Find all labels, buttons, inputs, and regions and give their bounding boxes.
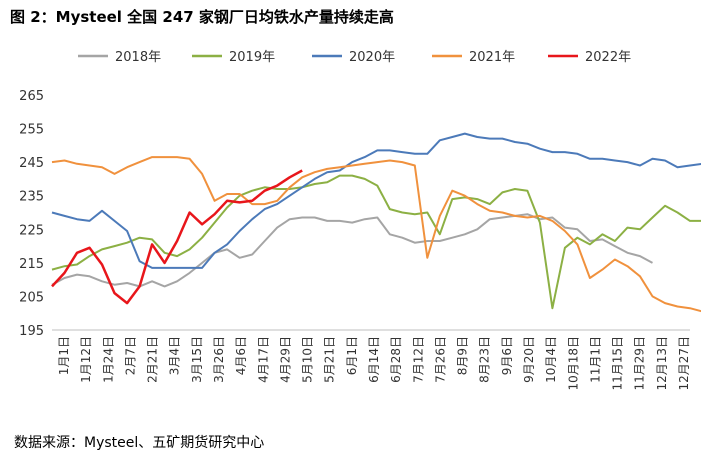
- y-tick-label: 245: [19, 156, 44, 171]
- series-line: [51, 169, 303, 305]
- data-source-note: 数据来源：Mysteel、五矿期货研究中心: [14, 435, 265, 451]
- y-tick-label: 255: [19, 123, 44, 138]
- series-line: [51, 132, 701, 269]
- x-tick-label: 1月12日: [79, 336, 93, 383]
- series-line: [51, 156, 701, 313]
- series-line: [51, 174, 701, 310]
- chart-title: 图 2：Mysteel 全国 247 家钢厂日均铁水产量持续走高: [10, 8, 394, 26]
- y-tick-label: 235: [19, 190, 44, 205]
- y-tick-label: 205: [19, 290, 44, 305]
- x-tick-label: 9月20日: [522, 336, 536, 383]
- x-tick-label: 2月21日: [146, 336, 160, 383]
- x-tick-label: 6月14日: [367, 336, 381, 383]
- x-tick-label: 7月12日: [411, 336, 425, 383]
- y-tick-label: 265: [19, 89, 44, 104]
- x-tick-label: 11月29日: [633, 336, 647, 391]
- legend-label: 2022年: [585, 50, 631, 65]
- x-tick-label: 5月21日: [323, 336, 337, 383]
- y-tick-label: 215: [19, 257, 44, 272]
- x-tick-label: 12月13日: [655, 336, 669, 391]
- x-tick-label: 6月28日: [389, 336, 403, 383]
- x-tick-label: 3月15日: [190, 336, 204, 383]
- x-tick-label: 10月4日: [544, 336, 558, 383]
- x-tick-label: 3月26日: [212, 336, 226, 383]
- x-tick-label: 4月29日: [278, 336, 292, 383]
- x-tick-label: 3月4日: [168, 336, 182, 375]
- y-tick-label: 225: [19, 223, 44, 238]
- legend-label: 2020年: [349, 50, 395, 65]
- x-tick-label: 9月6日: [500, 336, 514, 375]
- x-tick-label: 11月15日: [611, 336, 625, 391]
- x-tick-label: 5月10日: [301, 336, 315, 383]
- x-tick-label: 6月1日: [345, 336, 359, 375]
- legend-label: 2019年: [229, 50, 275, 65]
- y-tick-label: 195: [19, 324, 44, 339]
- legend-label: 2021年: [469, 50, 515, 65]
- legend-label: 2018年: [115, 50, 161, 65]
- x-tick-label: 7月26日: [433, 336, 447, 383]
- x-tick-label: 10月18日: [566, 336, 580, 391]
- x-tick-label: 2月7日: [123, 336, 137, 375]
- x-tick-label: 4月6日: [234, 336, 248, 375]
- x-tick-label: 8月23日: [478, 336, 492, 383]
- x-tick-label: 1月24日: [101, 336, 115, 383]
- x-tick-label: 8月9日: [456, 336, 470, 375]
- x-tick-label: 11月1日: [588, 336, 602, 383]
- x-tick-label: 12月27日: [677, 336, 691, 391]
- line-chart: 195 205 215 225 235 245 255 265 1月1日 1月12日 1月24日 2月…: [19, 50, 701, 391]
- x-tick-label: 1月1日: [57, 336, 71, 375]
- x-tick-label: 4月17日: [256, 336, 270, 383]
- series-line: [51, 213, 653, 288]
